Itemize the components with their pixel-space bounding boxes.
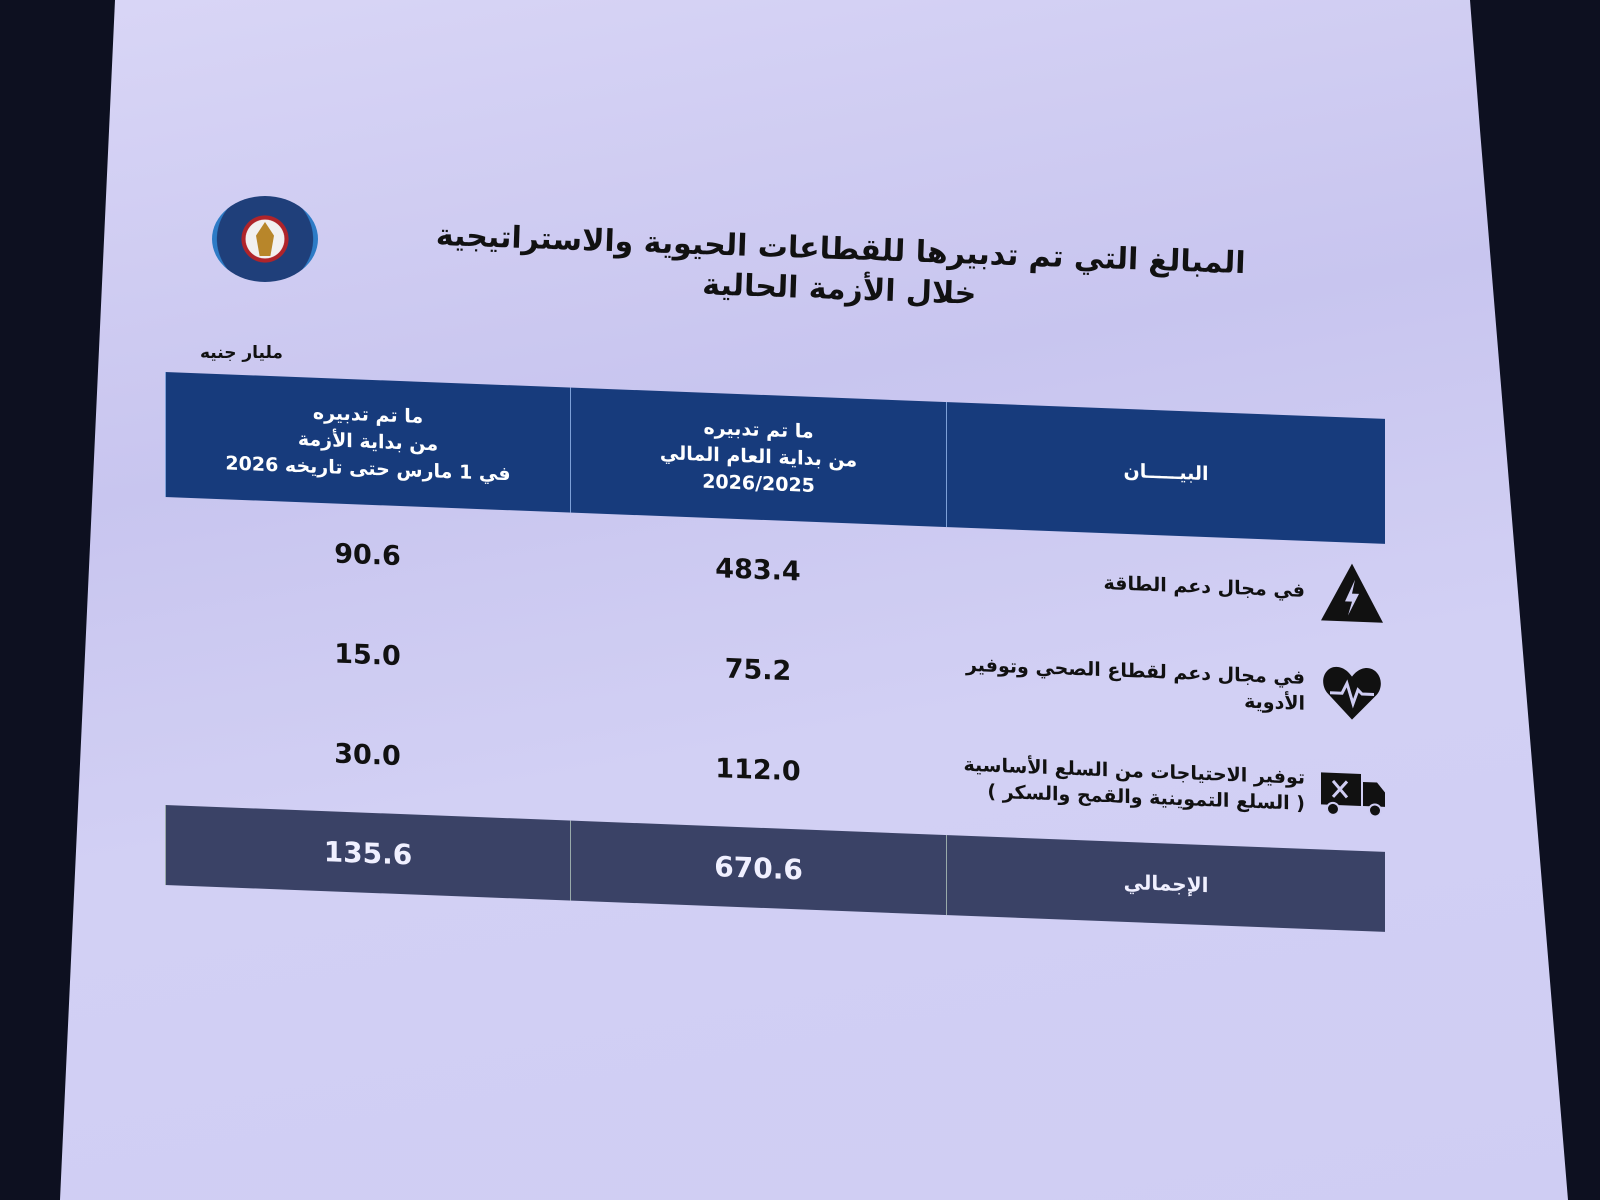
row-label: في مجال دعم لقطاع الصحي وتوفير الأدوية [946,644,1385,727]
row-label-text: في مجال دعم الطاقة [1103,572,1305,602]
table-row: 90.6 483.4 في مجال دعم الطاقة [165,497,1385,644]
row-label: توفير الاحتياجات من السلع الأساسية( السل… [946,744,1385,827]
header-item: البيـــــان [946,402,1385,544]
row-label-text: في مجال دعم لقطاع الصحي وتوفير الأدوية [965,653,1305,715]
total-label: الإجمالي [946,835,1385,932]
crisis-value: 15.0 [334,637,401,672]
fiscal-year-value: 112.0 [715,752,801,787]
row-label: في مجال دعم الطاقة [946,544,1385,627]
unit-label: مليار جنيه [200,343,283,363]
slide-title: المبالغ التي تم تدبيرها للقطاعات الحيوية… [399,215,1281,326]
total-fiscal-year-value: 670.6 [570,820,947,916]
table-row: 15.0 75.2 في مجال دعم لقطاع الصحي وتوفير… [165,597,1385,744]
table-row: 30.0 112.0 توفير الاحتياجات من السلع الأ… [165,697,1385,844]
header-fiscal-year: ما تم تدبيره من بداية العام المالي 2026/… [570,387,947,528]
crisis-value: 30.0 [334,737,401,772]
delivery-truck-icon [1319,758,1385,827]
fiscal-year-value: 483.4 [715,552,801,587]
total-crisis-value: 135.6 [165,805,570,901]
row-label-text: توفير الاحتياجات من السلع الأساسية( السل… [964,752,1305,817]
eagle-emblem-icon [256,222,274,256]
heart-pulse-icon [1319,658,1385,727]
lightning-warning-icon [1319,558,1385,627]
crisis-value: 90.6 [334,537,401,572]
header-crisis: ما تم تدبيره من بداية الأزمة في 1 مارس ح… [165,372,570,513]
ministry-of-finance-logo [212,196,318,282]
amounts-table: ما تم تدبيره من بداية الأزمة في 1 مارس ح… [165,372,1385,932]
fiscal-year-value: 75.2 [724,653,792,687]
